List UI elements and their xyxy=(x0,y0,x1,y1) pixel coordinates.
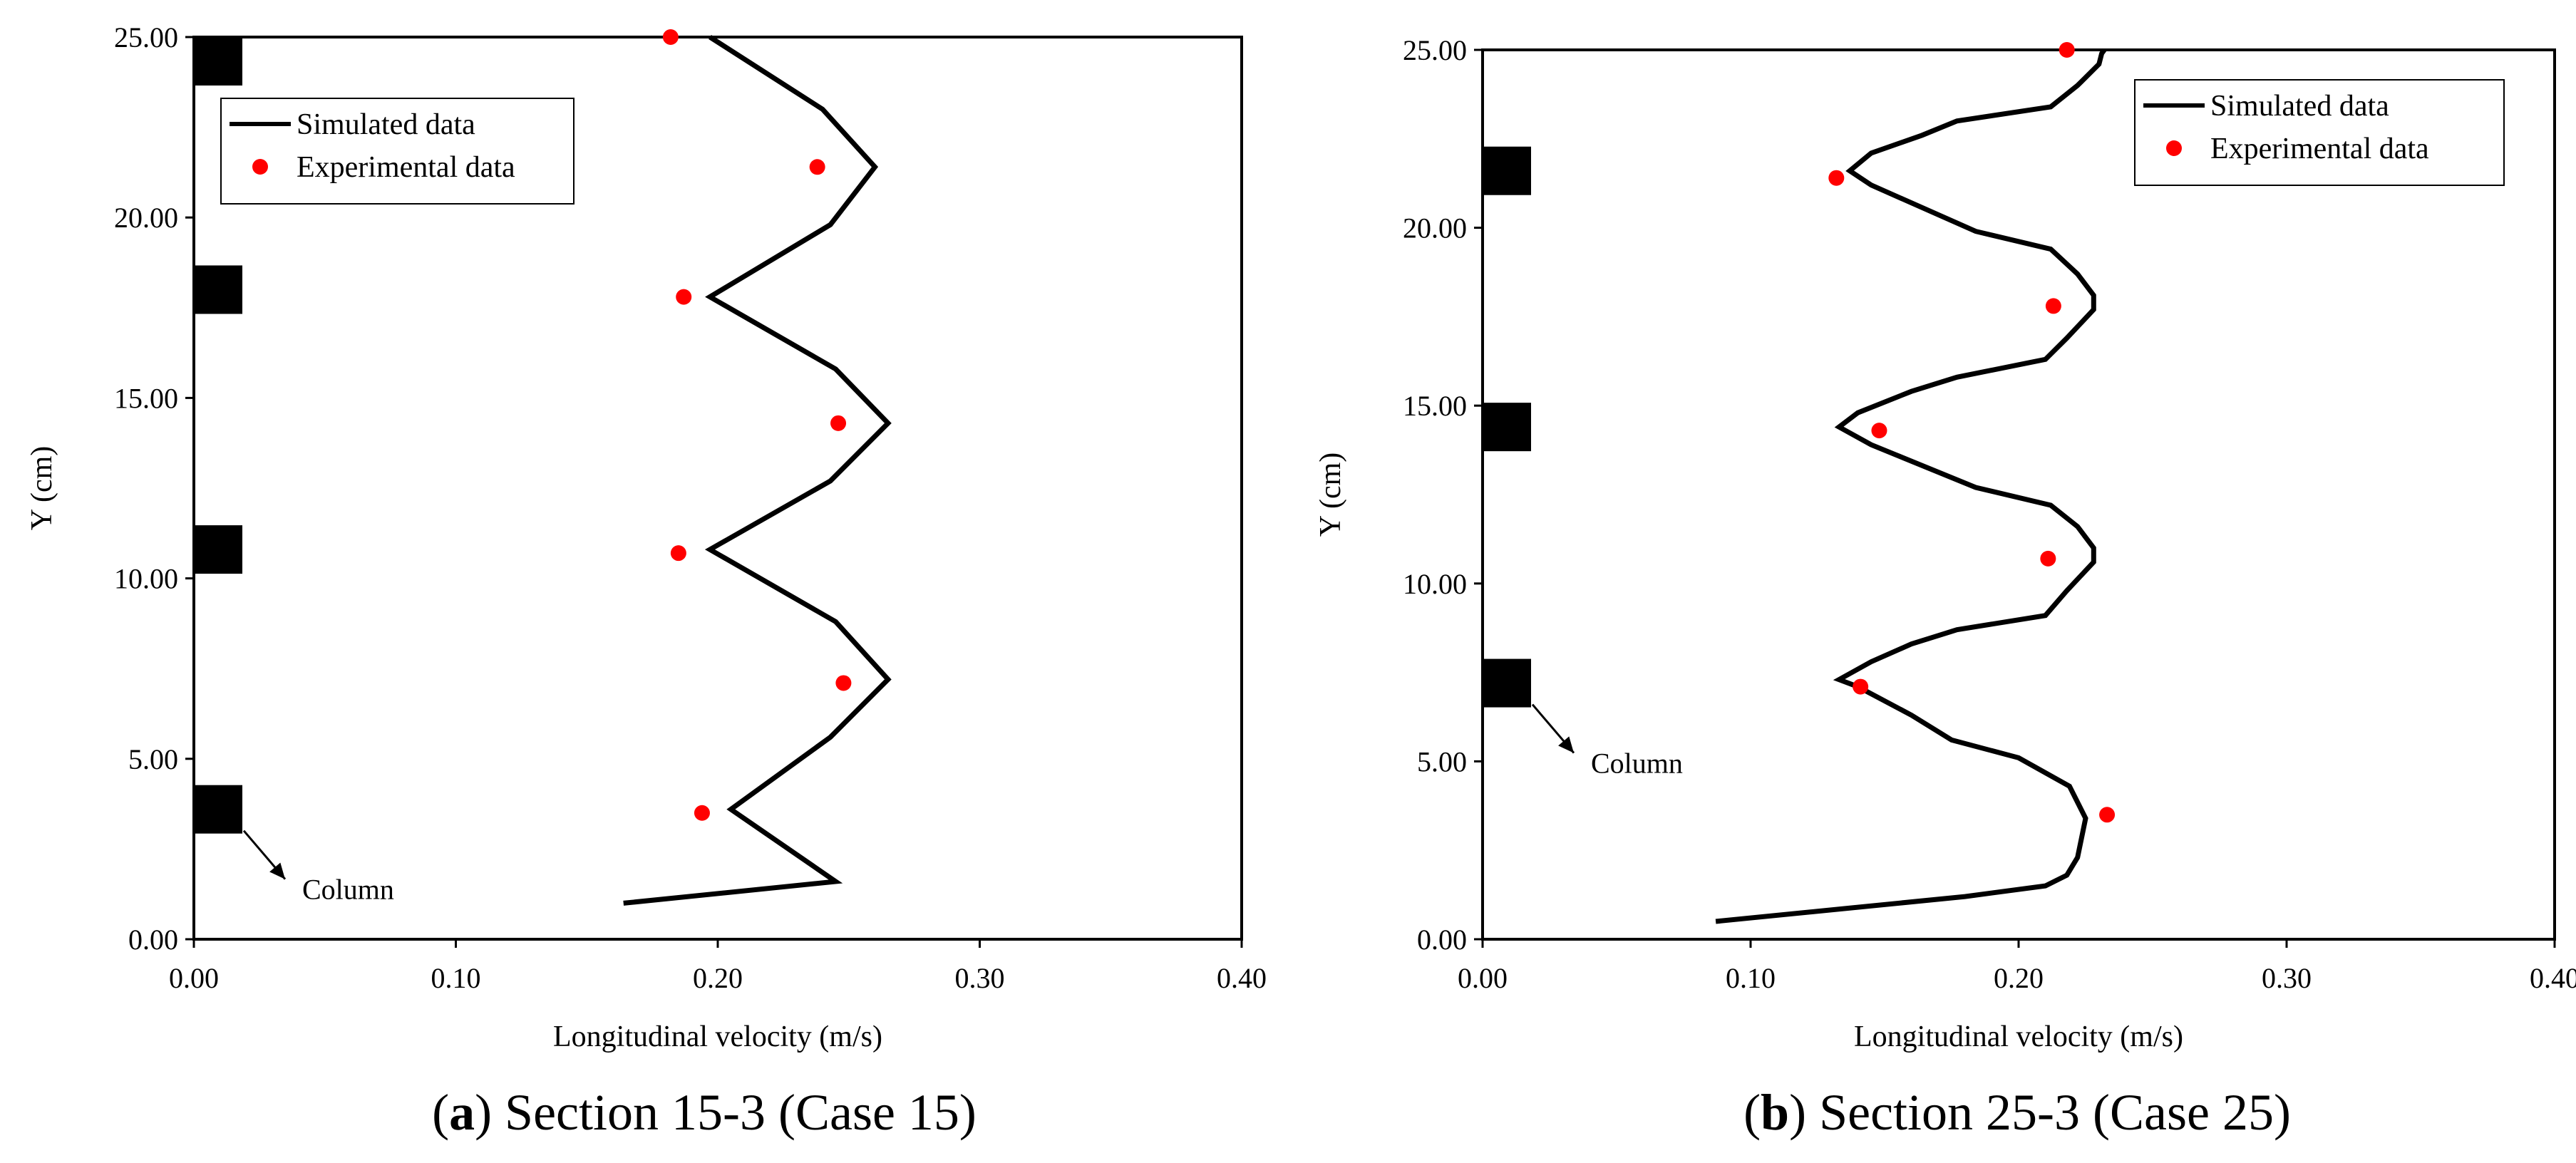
y-tick-label: 25.00 xyxy=(1403,34,1467,66)
data-point-experimental xyxy=(2059,42,2075,58)
y-tick-label: 20.00 xyxy=(1403,212,1467,244)
caption-title: ) Section 25-3 (Case 25) xyxy=(1789,1084,2291,1141)
column-marker xyxy=(194,785,242,834)
data-point-experimental xyxy=(809,159,825,175)
data-point-experimental xyxy=(1828,170,1845,186)
legend-box xyxy=(220,98,575,205)
x-tick-label: 0.40 xyxy=(2530,962,2576,994)
data-point-experimental xyxy=(2040,550,2056,567)
annotation-arrow-head xyxy=(269,862,285,879)
legend: Simulated data Experimental data xyxy=(220,98,575,205)
panel-b-chart: 0.00 0.10 0.20 0.30 0.40 0.00 5.00 10.00 15.00 20… xyxy=(1314,34,2576,1141)
legend-dot-swatch xyxy=(2166,140,2182,156)
x-tick-label: 0.00 xyxy=(1458,962,1508,994)
data-point-experimental xyxy=(2099,807,2116,823)
y-tick-label: 0.00 xyxy=(1417,924,1467,956)
y-tick-label: 5.00 xyxy=(128,743,178,775)
column-marker xyxy=(194,525,242,574)
column-marker xyxy=(194,37,242,86)
column-marker xyxy=(194,265,242,314)
x-tick-label: 0.30 xyxy=(2262,962,2312,994)
panel-a-chart: 0.00 0.10 0.20 0.30 0.40 0.00 5.00 10.00 15.00 20… xyxy=(26,21,1267,1141)
column-marker xyxy=(1483,146,1531,195)
data-point-experimental xyxy=(1853,678,1869,695)
series-line-simulated xyxy=(623,35,892,906)
data-point-experimental xyxy=(2045,298,2061,314)
x-tick-label: 0.10 xyxy=(1726,962,1776,994)
caption-paren-open: ( xyxy=(1743,1084,1761,1141)
annotation-label: Column xyxy=(1591,748,1683,780)
legend-box xyxy=(2134,79,2505,186)
x-tick-label: 0.40 xyxy=(1217,962,1267,994)
data-point-experimental xyxy=(835,675,852,691)
y-tick-label: 15.00 xyxy=(1403,390,1467,422)
legend-dot-swatch xyxy=(252,159,268,175)
x-tick-label: 0.20 xyxy=(1994,962,2044,994)
data-point-experimental xyxy=(670,545,686,562)
legend-label-experimental: Experimental data xyxy=(2210,133,2429,165)
y-tick-label: 25.00 xyxy=(114,21,178,53)
x-tick-label: 0.20 xyxy=(693,962,743,994)
panel-caption: (b) Section 25-3 (Case 25) xyxy=(1743,1084,2291,1141)
x-tick-label: 0.10 xyxy=(431,962,481,994)
data-point-experimental xyxy=(676,289,692,305)
y-tick-label: 10.00 xyxy=(114,563,178,595)
caption-panel-label: a xyxy=(449,1084,475,1141)
x-tick-label: 0.30 xyxy=(955,962,1005,994)
y-tick-label: 20.00 xyxy=(114,202,178,234)
annotation-arrow-head xyxy=(1558,736,1574,753)
column-marker xyxy=(1483,403,1531,452)
y-axis-label: Y (cm) xyxy=(26,446,58,531)
column-marker xyxy=(1483,658,1531,708)
data-point-experimental xyxy=(662,29,679,45)
legend-label-simulated: Simulated data xyxy=(2210,90,2389,123)
data-point-experimental xyxy=(1871,423,1887,439)
y-tick-label: 15.00 xyxy=(114,382,178,414)
legend-label-experimental: Experimental data xyxy=(297,151,515,184)
caption-title: ) Section 15-3 (Case 15) xyxy=(475,1084,977,1141)
x-tick-label: 0.00 xyxy=(169,962,219,994)
caption-paren-open: ( xyxy=(432,1084,449,1141)
annotation-label: Column xyxy=(302,874,394,906)
y-axis-label: Y (cm) xyxy=(1314,453,1347,537)
y-tick-label: 10.00 xyxy=(1403,568,1467,600)
series-line-simulated xyxy=(1715,48,2107,924)
x-axis-label: Longitudinal velocity (m/s) xyxy=(1854,1020,2183,1053)
legend-label-simulated: Simulated data xyxy=(297,108,475,141)
y-tick-label: 5.00 xyxy=(1417,745,1467,777)
y-tick-label: 0.00 xyxy=(128,924,178,956)
panel-caption: (a) Section 15-3 (Case 15) xyxy=(432,1084,977,1141)
data-point-experimental xyxy=(830,415,847,431)
x-axis-label: Longitudinal velocity (m/s) xyxy=(553,1020,882,1053)
data-point-experimental xyxy=(694,805,710,821)
caption-panel-label: b xyxy=(1761,1084,1789,1141)
legend: Simulated data Experimental data xyxy=(2134,79,2505,186)
